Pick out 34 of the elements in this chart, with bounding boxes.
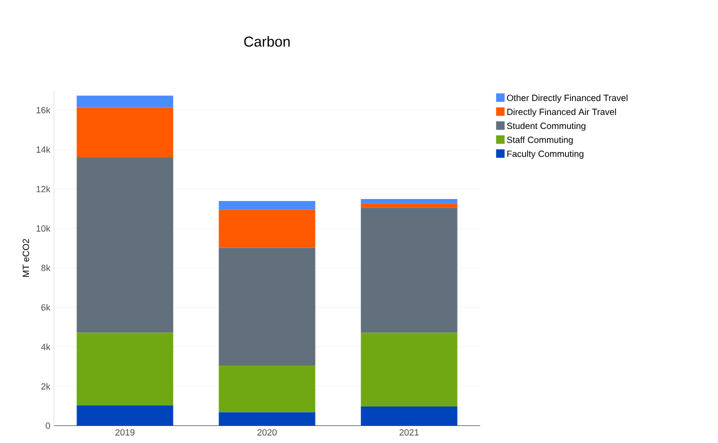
legend-label: Staff Commuting [507,136,573,145]
legend-label: Faculty Commuting [507,150,584,159]
bar [76,158,174,333]
legend-label: Other Directly Financed Travel [507,94,628,103]
legend-label: Student Commuting [507,122,586,131]
y-tick-label: 16k [36,106,50,114]
bar [76,96,174,108]
bar [218,366,316,412]
bar [218,201,316,210]
y-axis-title: MT eCO2 [22,239,30,277]
bar [218,412,316,426]
y-tick-label: 12k [36,186,50,192]
chart-title: Carbon [244,36,290,47]
y-tick-label: 8k [41,264,50,272]
y-tick-label: 4k [41,344,50,350]
bar [360,203,458,208]
bar [218,248,316,366]
bar [360,332,458,407]
y-tick-label: 6k [41,304,50,311]
bar [76,406,174,426]
x-tick-label: 2019 [115,429,135,436]
bar [360,199,458,204]
y-tick-label: 10k [36,225,50,232]
y-tick-label: 0 [46,422,50,429]
x-tick-label: 2021 [400,429,419,436]
y-tick-label: 14k [36,146,50,153]
bar [76,107,174,158]
x-tick-label: 2020 [258,429,277,436]
bar [76,332,174,406]
y-tick-label: 2k [41,383,50,390]
bar [360,208,458,333]
bar [218,210,316,248]
bar [360,406,458,426]
legend-label: Directly Financed Air Travel [507,108,616,117]
